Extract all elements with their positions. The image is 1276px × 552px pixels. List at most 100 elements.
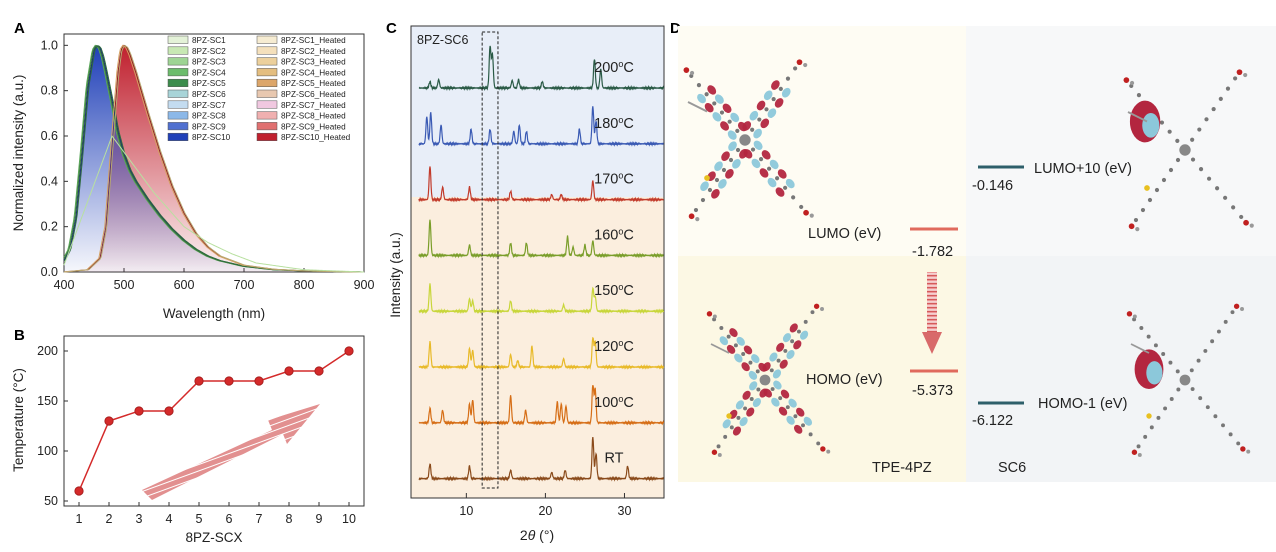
orbital-lobe (785, 178, 795, 189)
atom (783, 185, 788, 190)
atom (728, 157, 734, 163)
oxygen-atom (1131, 449, 1138, 455)
atom (1154, 187, 1160, 193)
atom (1146, 334, 1151, 339)
atom (704, 92, 709, 97)
atom (721, 167, 727, 173)
atom (790, 339, 795, 344)
panel-a-ticks: 400 500 600 700 800 900 0.0 0.2 0.4 0.6 0.8 1.0 (41, 38, 375, 292)
legend-label: 8PZ-SC2_Heated (281, 47, 346, 56)
orbital-lobe (732, 159, 741, 169)
atom (791, 195, 796, 200)
atom (735, 128, 740, 133)
orbital-lobe (735, 400, 745, 410)
tpe-4pz-lumo-molecule (683, 59, 814, 222)
xrd-label-unit-c: C (623, 339, 633, 355)
panel-a-xtick-label: 900 (354, 278, 375, 292)
atom (778, 396, 783, 401)
panel-c-xtick-label: 20 (538, 504, 552, 518)
panel-b-xtick-label: 2 (106, 512, 113, 526)
orbital-lobe (727, 130, 737, 140)
xrd-pattern-100: 100oC (418, 384, 665, 426)
oxygen-atom (796, 59, 803, 66)
orbital-lobe (725, 169, 734, 179)
panel-a-ytick-label: 0.4 (41, 174, 58, 188)
panel-c-bg-bottom (411, 197, 664, 498)
panel-b-ytick-label: 150 (37, 394, 58, 408)
panel-d: D LUMO (eV) -1.782 HOMO (eV) -5.373 LUMO… (670, 20, 1276, 482)
legend-swatch (256, 78, 278, 87)
orbital-lobe (726, 344, 736, 354)
orbital-lobe (741, 362, 750, 372)
atom (1143, 434, 1148, 439)
atom (696, 83, 702, 88)
atom (1168, 167, 1174, 173)
legend-swatch (167, 89, 189, 98)
atom (778, 86, 783, 91)
atom (723, 434, 728, 439)
orbital-lobe (799, 330, 809, 340)
atom (820, 306, 825, 311)
panel-label-c: C (386, 20, 397, 37)
atom (799, 204, 804, 210)
atom (1136, 93, 1142, 98)
xrd-trace-RT (418, 436, 665, 482)
panel-b-xtick-label: 8 (286, 512, 293, 526)
atom (1139, 326, 1144, 330)
panel-label-a: A (14, 20, 25, 37)
lumo10-label: LUMO+10 (eV) (1034, 161, 1132, 177)
panel-c-xlabel-theta: θ (528, 527, 536, 543)
panel-b-point (224, 376, 234, 386)
panel-b-xtick-label: 10 (342, 512, 356, 526)
atom (1169, 396, 1174, 401)
oxygen-atom (1123, 77, 1130, 83)
panel-b-point (104, 416, 114, 426)
panel-b-xtick-label: 9 (316, 512, 323, 526)
atom (1246, 449, 1251, 454)
atom (1176, 387, 1181, 392)
oxygen-atom (1233, 303, 1240, 309)
tpe-4pz-homo-molecule (706, 303, 831, 457)
atom (1190, 137, 1195, 142)
panel-b: B 1 2 3 4 5 6 7 8 9 10 50 100 150 200 8PZ-SCX Tempera… (11, 327, 365, 545)
atom (727, 119, 732, 124)
panel-c-xlabel-num: 2 (520, 527, 528, 543)
atom (693, 207, 699, 213)
atom (785, 405, 790, 410)
oxygen-atom (820, 446, 826, 452)
atom (796, 329, 801, 334)
panel-c-plot-frame (410, 25, 665, 499)
legend-label: 8PZ-SC6 (192, 90, 226, 99)
xrd-label-unit-o: o (618, 115, 623, 125)
orbital-lobe (736, 336, 745, 346)
atom (808, 432, 813, 437)
orbital-lobe (756, 100, 766, 111)
panel-b-xtick-label: 6 (226, 512, 233, 526)
atom (1218, 96, 1223, 101)
atom (716, 444, 721, 449)
orbital-lobe (730, 112, 740, 123)
atom (1223, 319, 1228, 324)
orbital-lobe (763, 90, 773, 101)
atom (766, 166, 772, 171)
orbital-lobe (697, 93, 706, 104)
legend-label: 8PZ-SC9 (192, 122, 226, 131)
atom (1211, 106, 1216, 112)
orbital-lobe (720, 121, 729, 131)
legend-label: 8PZ-SC3 (192, 58, 226, 67)
panel-c-xlabel-unit: (°) (535, 527, 554, 543)
oxygen-atom (1243, 219, 1249, 226)
xrd-label-unit-c: C (623, 116, 633, 132)
orbital-lobe (786, 415, 795, 425)
panel-a-spectra (63, 44, 365, 273)
legend-swatch (256, 122, 278, 131)
xrd-trace-170 (418, 166, 665, 203)
panel-b-xtick-label: 1 (76, 512, 83, 526)
atom (809, 213, 814, 218)
atom (1161, 352, 1166, 356)
molecule-body (706, 303, 831, 457)
atom (1161, 177, 1167, 183)
oxygen-atom (813, 303, 820, 309)
panel-c-ylabel: Intensity (a.u.) (388, 232, 403, 318)
panel-b-point (314, 366, 324, 376)
